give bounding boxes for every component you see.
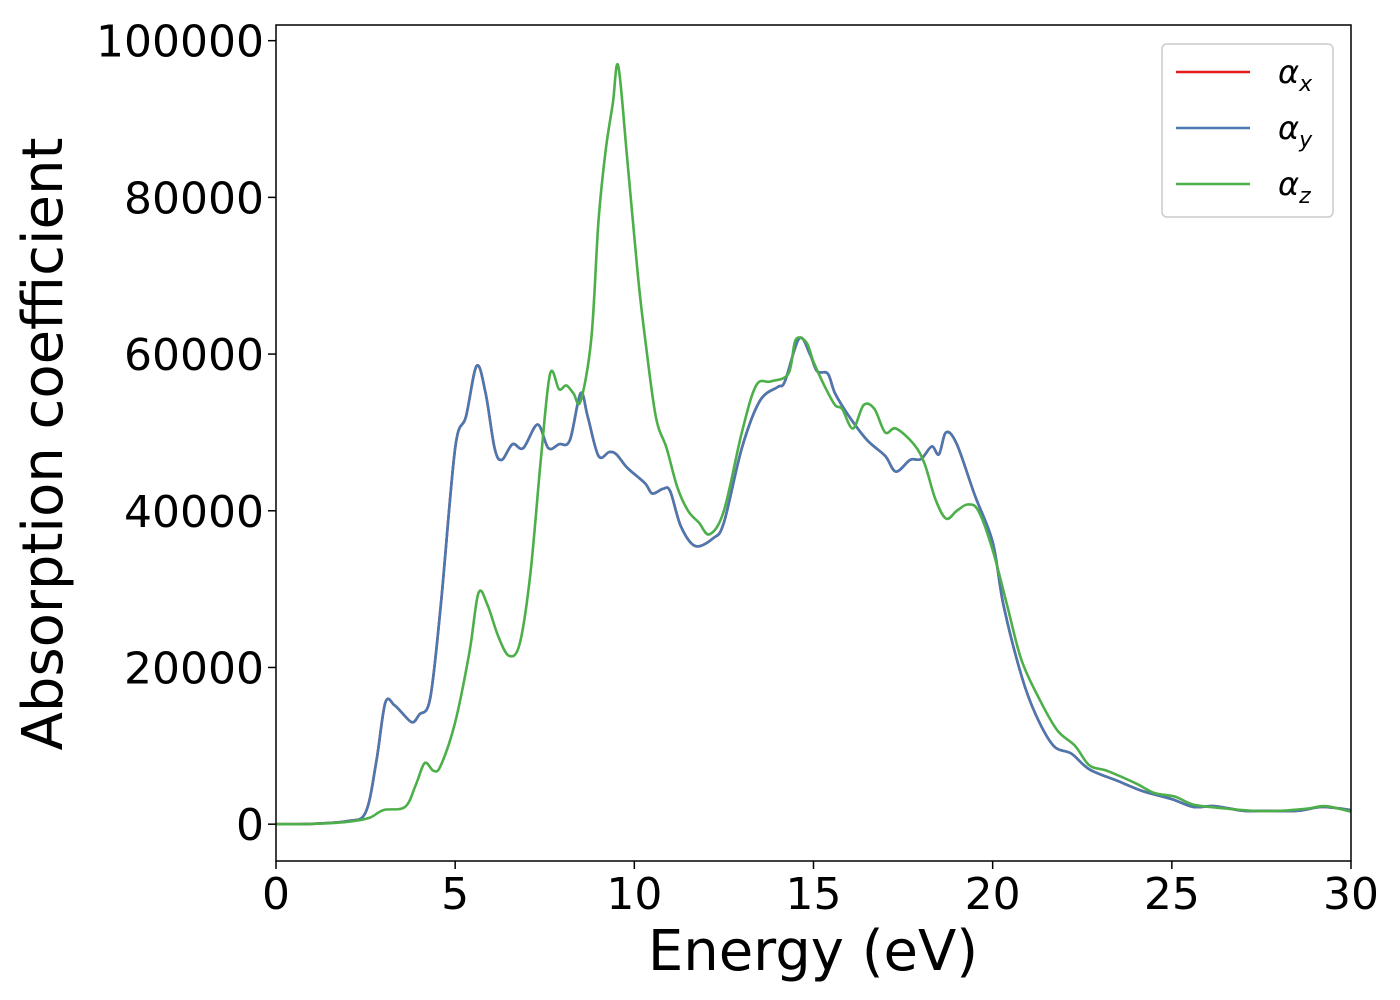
series-line-z <box>275 62 1352 826</box>
y-axis-label: Absorption coefficient <box>11 138 76 751</box>
x-tick-label: 5 <box>441 869 469 920</box>
legend-label-z: αz <box>1278 165 1311 209</box>
x-axis-ticks: 0 5 10 15 20 25 30 <box>262 861 1379 920</box>
y-tick-label: 20000 <box>124 643 264 694</box>
x-tick-label: 15 <box>786 869 842 920</box>
x-axis-label: Energy (eV) <box>648 919 978 984</box>
x-tick-label: 10 <box>606 869 662 920</box>
x-tick-label: 20 <box>965 869 1021 920</box>
y-tick-label: 40000 <box>124 487 264 538</box>
y-tick-label: 0 <box>236 800 264 851</box>
legend-label-y: αy <box>1278 109 1313 153</box>
y-tick-label: 100000 <box>96 17 264 68</box>
series-line-y <box>275 336 1352 826</box>
legend: αx αy αz <box>1161 43 1334 218</box>
y-axis-ticks: 0 20000 40000 60000 80000 100000 <box>96 17 276 851</box>
legend-label-x: αx <box>1278 53 1313 97</box>
x-tick-label: 25 <box>1144 869 1200 920</box>
y-tick-label: 80000 <box>124 173 264 224</box>
plot-frame <box>275 24 1352 862</box>
y-tick-label: 60000 <box>124 330 264 381</box>
series-layer <box>275 62 1352 826</box>
legend-frame <box>1161 43 1334 218</box>
x-tick-label: 30 <box>1323 869 1379 920</box>
x-tick-label: 0 <box>262 869 290 920</box>
